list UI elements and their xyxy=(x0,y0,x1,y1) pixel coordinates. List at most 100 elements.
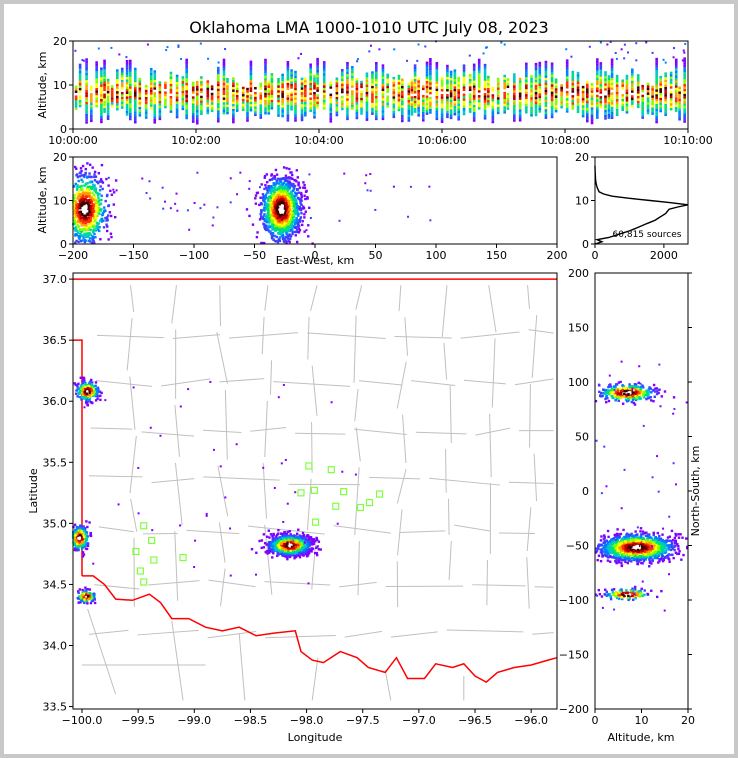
time-height-source xyxy=(683,115,686,118)
time-height-source xyxy=(322,75,326,79)
time-height-source xyxy=(125,108,129,111)
time-height-source xyxy=(381,69,385,72)
time-height-source xyxy=(440,103,444,107)
time-height-source xyxy=(525,101,528,104)
time-height-source xyxy=(365,84,369,88)
time-height-source xyxy=(335,87,339,90)
time-height-source xyxy=(590,95,594,98)
time-height-source xyxy=(590,99,594,103)
ew-height-source xyxy=(85,224,88,227)
chart-title: Oklahoma LMA 1000-1010 UTC July 08, 2023 xyxy=(189,18,549,37)
county-line xyxy=(306,478,312,531)
ew-height-source xyxy=(73,196,76,200)
ew-height-source xyxy=(301,207,304,210)
ew-height-source xyxy=(86,212,89,216)
time-height-source xyxy=(304,89,307,93)
time-height-source xyxy=(106,83,110,87)
ew-height-source xyxy=(248,214,251,218)
time-height-source xyxy=(335,84,339,88)
time-height-source xyxy=(468,95,472,99)
time-height-source xyxy=(222,107,226,110)
time-height-source xyxy=(175,81,179,85)
time-height-source xyxy=(128,112,132,116)
time-height-source xyxy=(386,78,389,81)
time-height-source xyxy=(346,98,349,101)
ew-height-source xyxy=(96,181,100,185)
time-height-source xyxy=(641,99,644,102)
time-height-source xyxy=(169,83,173,87)
time-height-source xyxy=(371,112,374,115)
time-height-source xyxy=(462,93,466,96)
ew-height-source xyxy=(98,180,101,183)
ew-height-x-tick-label: −50 xyxy=(243,249,266,262)
time-height-source xyxy=(277,102,280,105)
ew-height-source xyxy=(78,193,81,196)
time-height-source xyxy=(417,77,420,81)
ew-height-source xyxy=(275,179,278,183)
time-height-source xyxy=(191,93,195,97)
time-height-source xyxy=(581,100,585,103)
time-height-source xyxy=(413,95,417,99)
time-height-source xyxy=(534,104,538,107)
time-height-source xyxy=(610,114,614,117)
time-height-source xyxy=(381,90,385,94)
time-height-source xyxy=(590,87,594,91)
time-height-source xyxy=(576,110,580,114)
time-height-source xyxy=(294,90,297,93)
time-height-source xyxy=(621,79,625,82)
time-height-source xyxy=(259,106,263,110)
time-height-source xyxy=(375,61,378,65)
ew-height-source xyxy=(89,213,92,217)
ew-height-source xyxy=(107,204,111,207)
time-height-source xyxy=(375,86,378,89)
time-height-source xyxy=(513,114,516,117)
time-height-source xyxy=(435,91,439,94)
ew-height-source xyxy=(87,189,91,192)
time-height-source xyxy=(264,92,267,96)
time-height-source xyxy=(610,85,614,88)
time-height-source xyxy=(604,83,607,86)
time-height-source xyxy=(371,80,374,84)
time-height-source xyxy=(599,41,602,44)
time-height-source xyxy=(518,119,522,122)
time-height-source xyxy=(397,108,401,112)
time-height-source xyxy=(565,85,569,89)
time-height-source xyxy=(538,66,542,70)
time-height-source xyxy=(607,101,611,105)
time-height-source xyxy=(664,111,667,114)
time-height-source xyxy=(483,73,487,77)
time-height-source xyxy=(446,103,449,107)
ew-height-source xyxy=(98,192,101,196)
ew-height-source xyxy=(74,215,77,218)
ew-height-source xyxy=(113,215,117,219)
time-height-source xyxy=(304,101,307,105)
ew-height-source xyxy=(284,188,288,191)
time-height-source xyxy=(659,80,662,84)
time-height-source xyxy=(103,110,106,113)
ew-height-source xyxy=(76,175,80,179)
ew-height-source xyxy=(275,173,279,176)
ew-height-source xyxy=(274,185,277,188)
time-height-source xyxy=(144,96,148,100)
ew-height-source xyxy=(364,182,367,185)
time-height-source xyxy=(560,84,563,87)
ew-height-source xyxy=(282,193,286,197)
ew-height-x-tick-label: −200 xyxy=(58,249,88,262)
time-height-source xyxy=(316,72,319,75)
time-height-source xyxy=(286,82,290,86)
county-line xyxy=(219,285,221,327)
time-height-source xyxy=(596,111,599,115)
ew-height-source xyxy=(298,229,302,232)
time-height-source xyxy=(538,69,542,72)
time-height-source xyxy=(125,96,129,99)
ew-height-source xyxy=(72,195,75,198)
time-height-source xyxy=(421,116,425,120)
time-height-source xyxy=(544,116,548,119)
time-height-source xyxy=(138,101,142,105)
time-height-source xyxy=(322,80,326,83)
time-height-source xyxy=(270,99,274,103)
time-height-source xyxy=(655,111,658,114)
ew-height-source xyxy=(285,220,288,223)
time-height-source xyxy=(365,91,369,95)
time-height-source xyxy=(596,82,599,85)
